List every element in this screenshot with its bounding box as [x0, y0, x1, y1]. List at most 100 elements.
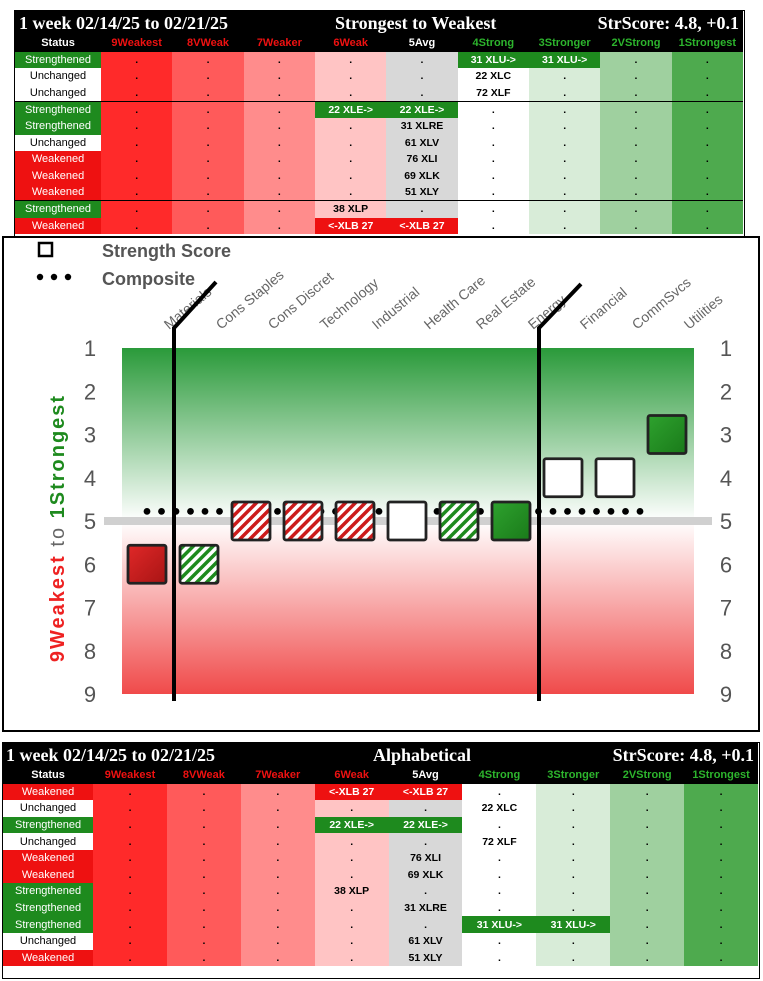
table-cell: .	[684, 866, 758, 884]
table-cell: .	[93, 932, 167, 950]
strength-marker	[542, 457, 584, 499]
table-cell: .	[600, 184, 672, 201]
group-divider	[172, 280, 218, 701]
table-cell: .	[462, 949, 537, 967]
table-cell: .	[684, 849, 758, 867]
table-cell: .	[101, 134, 173, 152]
table-cell: .	[536, 883, 611, 900]
table-cell: .	[610, 932, 685, 950]
table-cell: .	[314, 899, 389, 917]
table-cell: .	[536, 899, 611, 917]
top-row: Strengthened.... 31 XLRE....	[15, 117, 743, 135]
table-cell: .	[314, 800, 389, 817]
bottom-row: Weakened... <-XLB 27 <-XLB 27....	[3, 783, 758, 801]
bottom-row: Unchanged.... 61 XLV....	[3, 932, 758, 950]
strength-marker	[438, 500, 480, 542]
status-cell: Unchanged	[15, 68, 102, 85]
table-cell: 22 XLC	[457, 68, 529, 85]
bottom-header-4: 6Weak	[314, 767, 389, 784]
ytick-left: 8	[84, 639, 96, 664]
table-cell: .	[93, 883, 167, 900]
status-cell: Strengthened	[15, 100, 102, 118]
table-cell: .	[671, 51, 743, 69]
top-header-9: 1Strongest	[671, 35, 743, 52]
ytick-left: 6	[84, 552, 96, 577]
composite-dot	[143, 507, 151, 515]
table-cell: .	[172, 217, 244, 235]
table-cell: .	[529, 84, 601, 102]
bottom-header-2: 8VWeak	[166, 767, 241, 784]
table-cell: .	[610, 866, 685, 884]
top-row: Weakened.... 69 XLK....	[15, 167, 743, 185]
strength-marker	[178, 543, 220, 585]
table-cell: .	[462, 849, 537, 867]
top-header-1: 9Weakest	[101, 35, 173, 52]
table-cell: .	[166, 833, 241, 850]
table-cell: .	[684, 949, 758, 967]
table-cell: .	[166, 866, 241, 884]
top-title-bar: 1 week 02/14/25 to 02/21/25 Strongest to…	[15, 11, 743, 35]
status-cell: Weakened	[3, 949, 94, 967]
table-cell: .	[684, 916, 758, 933]
table-cell: .	[386, 51, 458, 69]
table-cell: .	[243, 167, 316, 185]
table-cell: 31 XLU->	[536, 916, 611, 933]
table-cell: .	[529, 151, 601, 168]
table-cell: .	[101, 51, 173, 69]
legend-strength-score: Strength Score	[102, 241, 231, 261]
table-cell: .	[600, 117, 672, 135]
table-cell: .	[600, 68, 672, 85]
status-cell: Strengthened	[3, 883, 94, 900]
strength-marker	[230, 500, 272, 542]
status-cell: Weakened	[15, 217, 102, 235]
top-row: Unchanged..... 22 XLC...	[15, 68, 743, 85]
table-cell: .	[671, 117, 743, 135]
table-cell: .	[243, 68, 316, 85]
composite-dot	[535, 507, 542, 515]
table-cell: 22 XLE->	[314, 816, 389, 834]
table-cell: .	[457, 167, 529, 185]
table-cell: 61 XLV	[388, 932, 463, 950]
table-cell: .	[529, 167, 601, 185]
status-cell: Weakened	[15, 151, 102, 168]
bottom-row: Strengthened.... 31 XLRE....	[3, 899, 758, 917]
status-cell: Unchanged	[3, 932, 94, 950]
table-cell: .	[240, 916, 315, 933]
table-cell: .	[684, 883, 758, 900]
chart-frame: Strength Score Composite Materials Cons Sta…	[2, 236, 760, 732]
table-cell: .	[240, 783, 315, 801]
table-cell: .	[93, 899, 167, 917]
ytick-right: 5	[720, 509, 732, 534]
table-cell: 31 XLU->	[529, 51, 601, 69]
top-row: Strengthened... 22 XLE-> 22 XLE->....	[15, 100, 743, 118]
ytick-right: 8	[720, 639, 732, 664]
status-cell: Strengthened	[3, 916, 94, 933]
table-cell: .	[388, 800, 463, 817]
table-cell: .	[93, 816, 167, 834]
table-cell: .	[314, 833, 389, 850]
top-header-3: 7Weaker	[243, 35, 316, 52]
table-cell: .	[536, 800, 611, 817]
table-cell: <-XLB 27	[388, 783, 463, 801]
table-cell: .	[166, 883, 241, 900]
table-cell: .	[684, 816, 758, 834]
table-cell: .	[610, 849, 685, 867]
bottom-row: Weakened.... 69 XLK....	[3, 866, 758, 884]
top-header-6: 4Strong	[457, 35, 529, 52]
bottom-row: Unchanged..... 22 XLC...	[3, 800, 758, 817]
ytick-right: 3	[720, 423, 732, 448]
table-cell: .	[536, 866, 611, 884]
composite-dot	[201, 507, 209, 515]
top-row: Weakened.... 76 XLI....	[15, 151, 743, 168]
composite-dot	[578, 507, 586, 515]
table-cell: .	[600, 100, 672, 118]
table-cell: .	[240, 816, 315, 834]
table-cell: .	[172, 100, 244, 118]
table-cell: .	[462, 816, 537, 834]
table-cell: .	[243, 100, 316, 118]
table-cell: .	[610, 949, 685, 967]
composite-dot	[564, 507, 571, 515]
composite-dot	[622, 507, 629, 515]
bottom-table-frame: 1 week 02/14/25 to 02/21/25 Alphabetical…	[2, 742, 760, 979]
